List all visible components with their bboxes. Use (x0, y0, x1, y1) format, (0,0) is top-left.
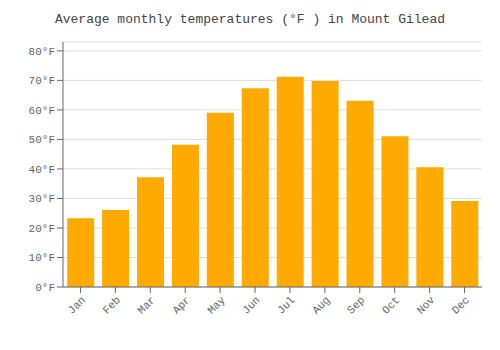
svg-text:Oct: Oct (380, 294, 402, 316)
svg-text:60°F: 60°F (29, 105, 55, 117)
svg-text:0°F: 0°F (35, 282, 55, 294)
svg-text:50°F: 50°F (29, 134, 55, 146)
svg-text:Nov: Nov (415, 294, 438, 317)
svg-text:May: May (205, 294, 228, 317)
svg-text:Dec: Dec (450, 294, 472, 316)
svg-text:30°F: 30°F (29, 193, 55, 205)
svg-text:Feb: Feb (101, 294, 123, 316)
svg-text:40°F: 40°F (29, 164, 55, 176)
svg-text:Jul: Jul (275, 294, 297, 316)
svg-text:Jun: Jun (240, 294, 262, 316)
svg-text:Aug: Aug (310, 294, 332, 316)
svg-text:Jan: Jan (66, 294, 88, 316)
svg-text:10°F: 10°F (29, 252, 55, 264)
svg-text:20°F: 20°F (29, 223, 55, 235)
svg-text:80°F: 80°F (29, 46, 55, 58)
svg-text:Apr: Apr (170, 294, 192, 316)
svg-text:Mar: Mar (135, 294, 157, 316)
svg-text:70°F: 70°F (29, 75, 55, 87)
svg-text:Sep: Sep (345, 294, 367, 316)
html-text:Average monthly temperatures (: Average monthly temperatures (°F ) in Mo… (55, 12, 445, 27)
